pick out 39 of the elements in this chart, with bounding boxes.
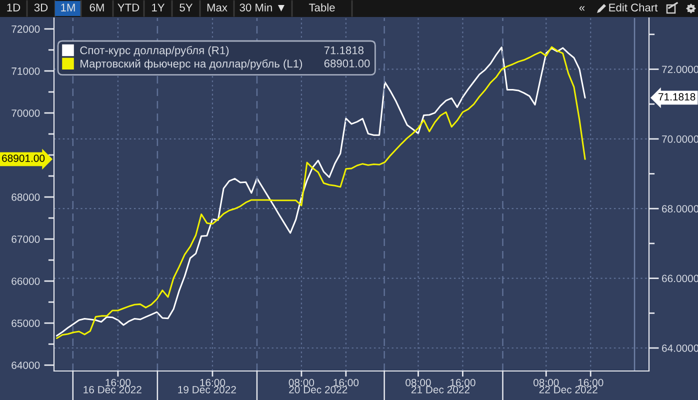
- text: «: [579, 6, 585, 11]
- text: Max: [207, 4, 228, 12]
- text: YTD: [118, 4, 140, 12]
- text: 3D: [34, 4, 48, 12]
- x-tick-label: 16:00: [106, 378, 131, 386]
- text: 1D: [7, 4, 20, 12]
- x-tick-label: 19 Dec 2022: [178, 386, 236, 394]
- y-tick-label: 66000: [12, 278, 40, 285]
- legend-label: Мартовский фьючерс на доллар/рубль (L1): [80, 59, 302, 70]
- x-tick-label: 16 Dec 2022: [84, 386, 142, 394]
- legend-label: Спот-курс доллар/рубля (R1): [80, 46, 229, 56]
- text: 71.1818: [658, 93, 696, 101]
- y-tick-label: 64000: [12, 362, 40, 369]
- text: 1Y: [152, 4, 165, 12]
- y-tick-label: 70000: [12, 109, 40, 117]
- text: 68901.00: [2, 154, 45, 162]
- x-tick-label: 16:00: [334, 378, 359, 386]
- text: 6M: [90, 4, 104, 12]
- text: 30 Min ▼: [240, 3, 284, 12]
- annotation: 68901.00: [324, 60, 370, 68]
- x-tick-label: 16:00: [450, 378, 476, 386]
- x-tick-label: 22 Dec 2022: [539, 386, 598, 394]
- y-tick-label: 71000: [12, 67, 40, 75]
- y-tick-label: 65000: [12, 320, 40, 327]
- x-tick-label: 08:00: [288, 378, 314, 386]
- x-tick-label: 16:00: [578, 378, 604, 386]
- text: 5Y: [180, 4, 193, 12]
- x-tick-label: 16:00: [200, 378, 226, 386]
- x-tick-label: 20 Dec 2022: [289, 386, 348, 394]
- text: Table: [308, 3, 335, 12]
- x-tick-label: 21 Dec 2022: [411, 386, 470, 394]
- y-tick-label: 72000: [12, 25, 40, 33]
- y-tick-label: 67000: [12, 236, 40, 243]
- text: Edit Chart: [609, 3, 658, 12]
- text: 1M: [61, 4, 75, 12]
- annotation: 71.1818: [324, 46, 364, 54]
- y-tick-label: 68000: [12, 194, 40, 201]
- x-tick-label: 08:00: [406, 378, 431, 386]
- x-tick-label: 08:00: [534, 378, 559, 386]
